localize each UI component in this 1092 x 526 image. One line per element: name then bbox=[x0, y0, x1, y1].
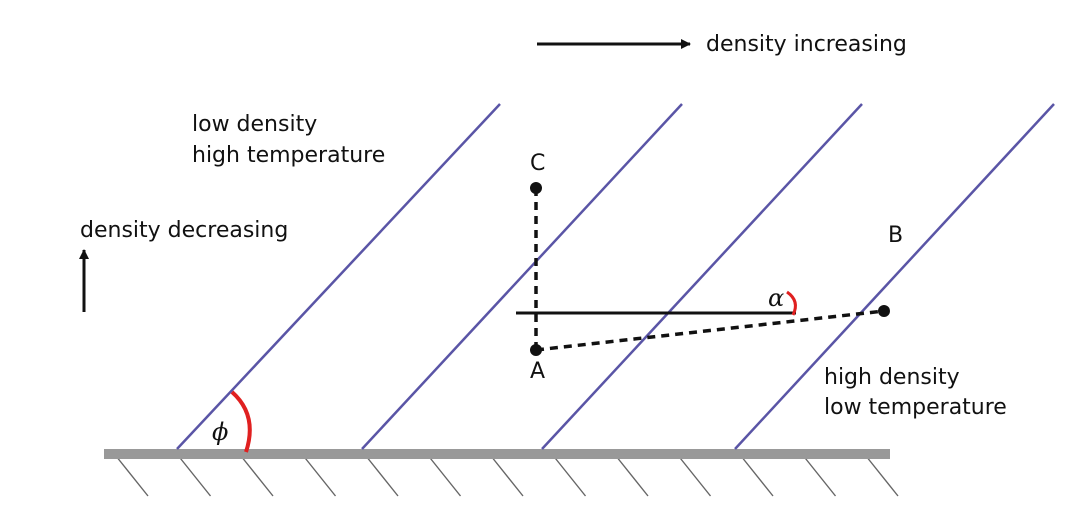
high-temperature-label: high temperature bbox=[192, 143, 385, 168]
ground-hatch-mark bbox=[240, 455, 274, 497]
ground-hatch-mark bbox=[552, 455, 587, 497]
ground-hatch-mark bbox=[115, 455, 149, 497]
ground-hatch-mark bbox=[865, 455, 899, 497]
density-decreasing-label: density decreasing bbox=[80, 218, 288, 243]
point-c-dot bbox=[530, 182, 542, 194]
high-density-label: high density bbox=[824, 365, 960, 390]
ground-hatching bbox=[115, 455, 899, 497]
ground-hatch-mark bbox=[177, 455, 212, 497]
ground-hatch-mark bbox=[490, 455, 524, 497]
alpha-label: α bbox=[768, 284, 784, 312]
phi-label: ϕ bbox=[212, 418, 228, 446]
point-b-label: B bbox=[888, 223, 903, 248]
ground-hatch-mark bbox=[740, 455, 774, 497]
isopycnal-line-3 bbox=[541, 103, 863, 450]
point-a-label: A bbox=[530, 359, 545, 384]
alpha-angle-arc bbox=[786, 290, 797, 316]
point-a-dot bbox=[530, 344, 542, 356]
dashed-line-a-b bbox=[535, 309, 885, 352]
isopycnal-lines bbox=[176, 103, 1055, 450]
isopycnal-line-1 bbox=[176, 103, 501, 450]
ground-hatch-mark bbox=[677, 455, 712, 497]
ground-hatch-mark bbox=[615, 455, 649, 497]
ground-hatch-mark bbox=[427, 455, 462, 497]
low-density-label: low density bbox=[192, 112, 317, 137]
low-temperature-label: low temperature bbox=[824, 395, 1007, 420]
density-increasing-label: density increasing bbox=[706, 32, 907, 57]
ground-hatch-mark bbox=[802, 455, 837, 497]
isopycnal-line-4 bbox=[734, 103, 1055, 450]
isopycnal-line-2 bbox=[361, 103, 683, 450]
point-c-label: C bbox=[530, 151, 545, 176]
ground-hatch-mark bbox=[365, 455, 399, 497]
point-b-dot bbox=[878, 305, 890, 317]
phi-angle-arc bbox=[230, 390, 252, 453]
ground-hatch-mark bbox=[302, 455, 337, 497]
